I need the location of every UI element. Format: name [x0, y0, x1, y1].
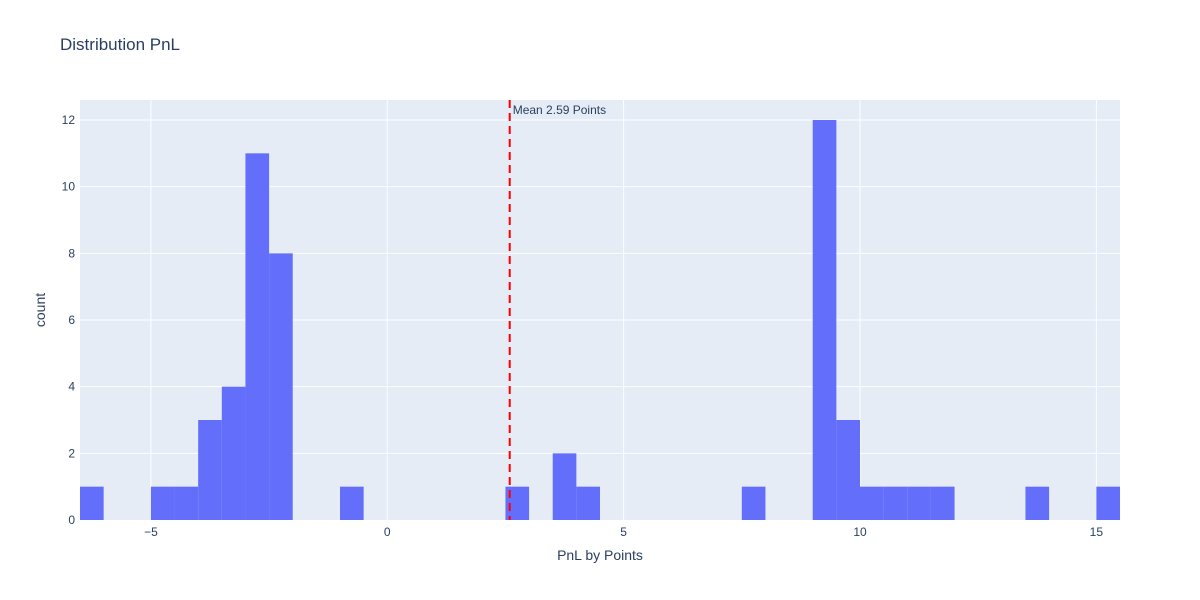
y-axis-ticks: 0 2 4 6 8 10 12 — [62, 113, 76, 527]
histogram-bar — [552, 453, 577, 520]
x-tick-label: 15 — [1090, 525, 1104, 539]
y-tick-label: 2 — [68, 446, 75, 460]
y-tick-label: 0 — [68, 513, 75, 527]
histogram-bar — [245, 153, 270, 521]
histogram-bar — [812, 120, 837, 520]
x-tick-label: 0 — [384, 525, 391, 539]
histogram-bar — [883, 486, 908, 520]
y-tick-label: 10 — [62, 180, 76, 194]
y-tick-label: 8 — [68, 246, 75, 260]
y-tick-label: 6 — [68, 313, 75, 327]
x-tick-label: 5 — [620, 525, 627, 539]
histogram-bar — [221, 386, 246, 520]
histogram-bar — [907, 486, 931, 520]
histogram-bar — [198, 420, 222, 520]
histogram-bar — [1025, 486, 1050, 520]
x-axis-ticks: −5 0 5 10 15 — [144, 525, 1103, 539]
histogram-bar — [930, 486, 955, 520]
chart-title: Distribution PnL — [60, 35, 180, 54]
histogram-bar — [340, 486, 364, 520]
histogram-bar — [576, 486, 600, 520]
x-tick-label: −5 — [144, 525, 158, 539]
histogram-bar — [836, 420, 860, 520]
histogram-bar — [269, 253, 293, 521]
histogram-bar — [1096, 486, 1120, 520]
histogram-bar — [174, 486, 199, 520]
histogram-bar — [860, 486, 884, 520]
histogram-bar — [150, 486, 175, 520]
mean-annotation: Mean 2.59 Points — [513, 103, 606, 117]
x-tick-label: 10 — [853, 525, 867, 539]
histogram-bar — [80, 486, 104, 520]
y-axis-label: count — [32, 293, 48, 327]
x-axis-label: PnL by Points — [557, 547, 643, 563]
y-tick-label: 4 — [68, 380, 75, 394]
histogram-bars — [80, 120, 1120, 521]
histogram-bar — [741, 486, 766, 520]
histogram-bar — [505, 486, 530, 520]
y-tick-label: 12 — [62, 113, 76, 127]
